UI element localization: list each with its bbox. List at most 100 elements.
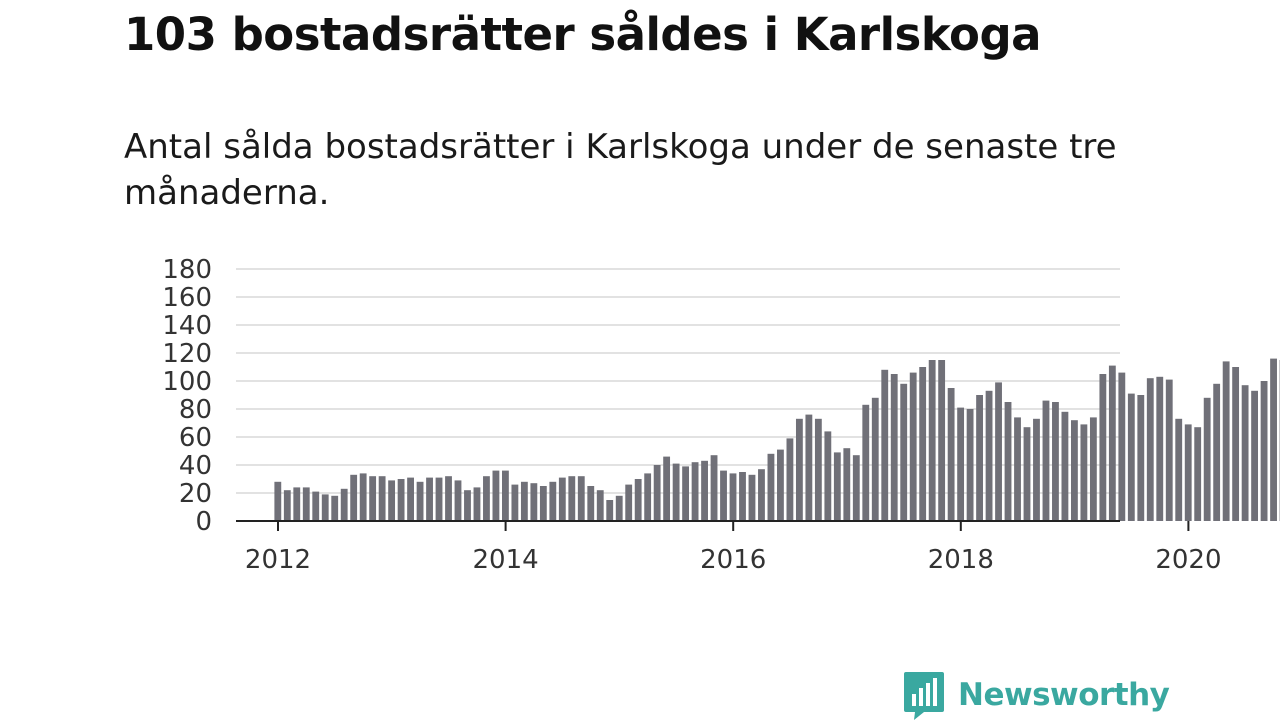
bar — [1232, 367, 1240, 521]
y-tick-label: 80 — [179, 395, 212, 425]
x-axis-ticks: 20122014201620182020202220242026 — [245, 521, 1221, 575]
chart-subtitle: Antal sålda bostadsrätter i Karlskoga un… — [124, 127, 1117, 213]
bar — [502, 470, 509, 521]
bar — [814, 418, 822, 521]
bar — [938, 360, 946, 521]
bar — [805, 414, 813, 521]
bar — [909, 372, 917, 521]
bar — [483, 476, 490, 521]
bar — [701, 460, 708, 521]
bar — [283, 490, 291, 521]
bar — [729, 473, 737, 521]
bar — [606, 500, 614, 521]
bar — [274, 481, 282, 521]
bar — [625, 484, 633, 521]
bar — [720, 470, 727, 521]
bar — [1222, 361, 1230, 521]
bar — [445, 476, 452, 521]
bar — [369, 476, 377, 521]
bar — [795, 418, 803, 521]
bar — [1156, 376, 1164, 521]
page-title: 103 bostadsrätter såldes i Karlskoga — [124, 8, 1042, 61]
bar — [539, 486, 547, 521]
y-tick-label: 100 — [162, 367, 212, 397]
bar — [293, 487, 301, 521]
chart-bars — [274, 358, 1280, 521]
bar — [1213, 383, 1221, 521]
bar — [492, 470, 500, 521]
bar — [1089, 417, 1097, 521]
bar — [587, 486, 595, 521]
bar — [881, 369, 889, 521]
bar — [397, 479, 405, 521]
y-tick-label: 60 — [179, 423, 212, 453]
bar — [682, 466, 690, 521]
bar — [1251, 390, 1259, 521]
bar — [634, 479, 642, 521]
y-tick-label: 40 — [179, 451, 212, 481]
bar — [985, 390, 993, 521]
bar — [1033, 418, 1040, 521]
x-tick-label: 2018 — [928, 545, 994, 575]
bar — [672, 463, 680, 521]
bar — [890, 374, 898, 521]
x-tick-label: 2014 — [473, 545, 539, 575]
bar — [947, 388, 955, 521]
y-tick-label: 160 — [162, 283, 212, 313]
bar — [1014, 417, 1021, 521]
bar — [852, 455, 860, 521]
bar — [302, 487, 310, 521]
bar — [1061, 411, 1069, 521]
y-tick-label: 20 — [179, 479, 212, 509]
bar — [833, 452, 841, 521]
bar — [1260, 381, 1268, 521]
bar — [615, 495, 623, 521]
bar — [1052, 402, 1059, 521]
bar — [1004, 402, 1012, 521]
bar — [1203, 397, 1211, 521]
bar — [312, 491, 320, 521]
bar — [1146, 378, 1154, 521]
bar — [511, 484, 519, 521]
bar — [663, 456, 671, 521]
bar — [957, 407, 965, 521]
bar — [1241, 385, 1249, 521]
bar — [748, 474, 756, 521]
brand-name: Newsworthy — [958, 677, 1170, 713]
bar — [900, 383, 908, 521]
bar — [862, 404, 870, 521]
bar — [530, 483, 538, 521]
y-tick-label: 180 — [162, 255, 212, 285]
y-tick-label: 0 — [195, 507, 212, 537]
bar — [919, 367, 927, 521]
bar — [976, 395, 983, 521]
x-tick-label: 2012 — [245, 545, 311, 575]
bar — [473, 487, 481, 521]
bar — [871, 397, 879, 521]
bar — [995, 382, 1002, 521]
bar — [416, 481, 424, 521]
bar — [691, 462, 699, 521]
bar — [739, 472, 746, 521]
bar — [558, 477, 566, 521]
bar — [426, 477, 433, 521]
bar — [549, 481, 557, 521]
bar — [824, 431, 832, 521]
brand: Newsworthy — [902, 670, 1170, 720]
bar — [1127, 393, 1135, 521]
bar — [596, 490, 604, 521]
bar — [568, 476, 576, 521]
bar — [1023, 427, 1031, 521]
bar — [928, 360, 936, 521]
bar — [1118, 372, 1126, 521]
bar — [520, 481, 528, 521]
x-tick-label: 2020 — [1155, 545, 1221, 575]
bar — [435, 477, 443, 521]
bar — [1137, 395, 1145, 521]
bar — [388, 480, 396, 521]
bar — [321, 494, 329, 521]
bar — [1042, 400, 1050, 521]
bar — [1108, 365, 1116, 521]
